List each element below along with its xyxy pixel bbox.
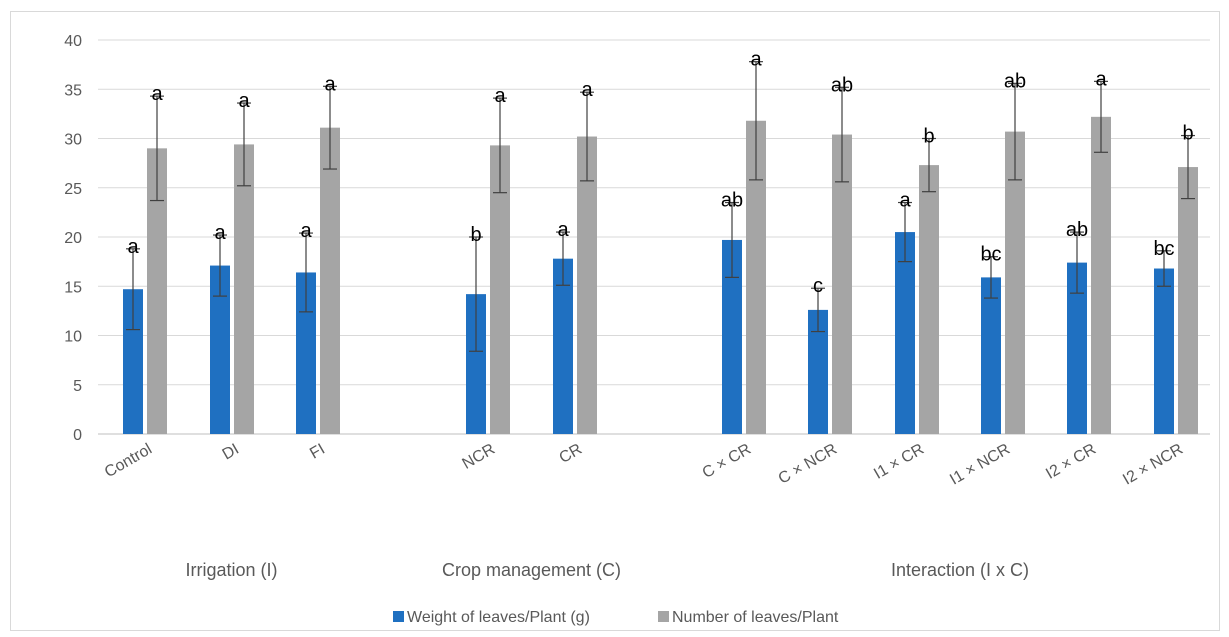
y-tick-label: 5	[73, 378, 82, 395]
bar-number	[1178, 167, 1198, 434]
bar-number	[490, 145, 510, 434]
bar-number	[1005, 131, 1025, 435]
significance-letter: a	[899, 190, 911, 212]
significance-letter: a	[300, 220, 312, 242]
bar-number	[320, 127, 340, 434]
x-tick-label: C × CR	[700, 441, 754, 482]
significance-letter: ab	[831, 74, 853, 96]
y-tick-label: 35	[64, 82, 82, 99]
x-tick-label: I1 × CR	[871, 441, 927, 483]
bar-weight	[895, 232, 915, 434]
bar-weight	[123, 289, 143, 434]
bar-weight	[1067, 262, 1087, 434]
y-tick-label: 0	[73, 427, 82, 444]
bar-weight	[808, 309, 828, 434]
x-tick-label: I2 × NCR	[1120, 441, 1186, 489]
significance-letter: ab	[1004, 70, 1026, 92]
error-bars	[126, 61, 1195, 352]
y-axis-tick-labels: 0 5 10 15 20 25 30 35 40	[64, 33, 82, 444]
legend: Weight of leaves/Plant (g) Number of leav…	[393, 609, 839, 626]
group-label: Irrigation (I)	[185, 560, 277, 580]
significance-letter: a	[750, 49, 762, 71]
significance-letter: b	[923, 126, 934, 148]
bar-number	[832, 134, 852, 434]
significance-letter: a	[151, 83, 163, 105]
significance-letter: b	[470, 224, 481, 246]
y-tick-label: 10	[64, 329, 82, 346]
x-tick-label: CR	[556, 441, 585, 467]
bar-number	[746, 120, 766, 435]
significance-letter: ab	[721, 190, 743, 212]
x-tick-label: C × NCR	[776, 441, 840, 488]
significance-letter: c	[813, 275, 823, 297]
bar-weight	[210, 265, 230, 434]
legend-swatch	[658, 611, 669, 622]
bars	[123, 116, 1198, 435]
bar-number	[919, 165, 939, 434]
bar-number	[234, 144, 254, 434]
bar-weight	[1154, 268, 1174, 434]
bar-weight	[981, 277, 1001, 434]
bar-weight	[553, 258, 573, 434]
bar-number	[577, 136, 597, 434]
bar-number	[147, 148, 167, 434]
group-label: Interaction (I x C)	[891, 560, 1029, 580]
x-tick-label: NCR	[459, 441, 498, 473]
x-tick-label: FI	[307, 441, 328, 463]
significance-letter: a	[494, 85, 506, 107]
significance-letter: a	[324, 73, 336, 95]
legend-swatch	[393, 611, 404, 622]
legend-label: Number of leaves/Plant	[672, 609, 839, 626]
x-tick-label: I2 × CR	[1043, 441, 1099, 483]
significance-letter: ab	[1066, 219, 1088, 241]
bar-weight	[296, 272, 316, 434]
significance-letter: a	[214, 222, 226, 244]
gridlines	[98, 39, 1210, 435]
significance-letter: a	[557, 219, 569, 241]
group-label: Crop management (C)	[442, 560, 621, 580]
bar-weight	[722, 239, 742, 434]
y-tick-label: 25	[64, 181, 82, 198]
x-tick-label: Control	[102, 441, 155, 482]
group-labels: Irrigation (I) Crop management (C) Interac…	[185, 560, 1029, 580]
bar-number	[1091, 116, 1111, 434]
legend-label: Weight of leaves/Plant (g)	[407, 609, 590, 626]
bar-weight	[466, 294, 486, 434]
significance-letter: a	[581, 79, 593, 101]
significance-letter: bc	[980, 244, 1001, 266]
x-axis-tick-labels: Control DI FI NCR CR C × CR C × NCR I1 × CR I1 ×…	[102, 441, 1186, 489]
y-tick-label: 15	[64, 279, 82, 296]
y-tick-label: 20	[64, 230, 82, 247]
significance-letter: a	[1095, 68, 1107, 90]
significance-letter: bc	[1153, 238, 1174, 260]
x-tick-label: DI	[220, 441, 242, 464]
y-tick-label: 40	[64, 33, 82, 50]
y-tick-label: 30	[64, 132, 82, 149]
significance-letter: b	[1182, 123, 1193, 145]
significance-letter: a	[127, 236, 139, 258]
x-tick-label: I1 × NCR	[947, 441, 1013, 489]
significance-letter: a	[238, 90, 250, 112]
